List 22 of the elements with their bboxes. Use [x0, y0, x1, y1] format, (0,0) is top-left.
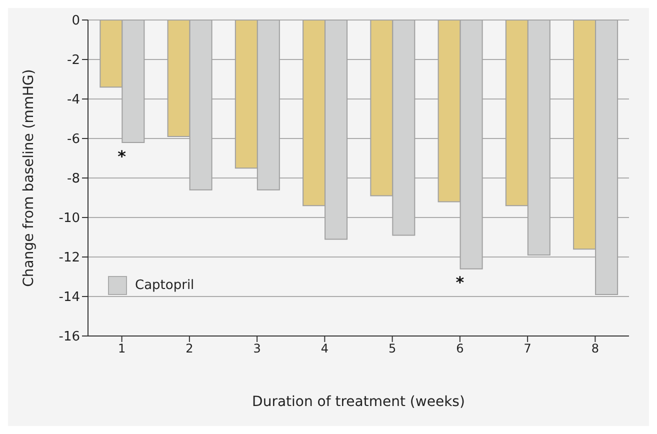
y-tick-label: -4: [67, 92, 80, 108]
x-tick-label: 8: [591, 342, 600, 356]
y-tick-label: -10: [58, 211, 80, 226]
y-tick-label: -12: [58, 250, 80, 266]
legend-label: Captopril: [135, 278, 194, 293]
x-tick-label: 2: [186, 342, 194, 356]
x-tick-label: 1: [118, 342, 126, 356]
y-tick-label: -16: [58, 330, 80, 345]
annotation: *: [456, 273, 465, 292]
x-tick-label: 4: [320, 342, 329, 356]
y-tick-label: -14: [58, 290, 80, 306]
y-axis-title: Change from baseline (mmHG): [20, 69, 37, 287]
x-tick-label: 5: [388, 342, 396, 356]
y-tick-label: 0: [72, 14, 80, 29]
y-tick-label: -2: [67, 53, 80, 68]
x-tick-label: 6: [456, 342, 464, 356]
annotation: *: [118, 146, 127, 166]
y-tick-label: -6: [67, 132, 80, 148]
y-tick-label: -8: [67, 172, 80, 187]
x-tick-label: 3: [253, 342, 261, 356]
x-axis-title: Duration of treatment (weeks): [252, 394, 465, 410]
x-tick-label: 7: [524, 342, 532, 356]
